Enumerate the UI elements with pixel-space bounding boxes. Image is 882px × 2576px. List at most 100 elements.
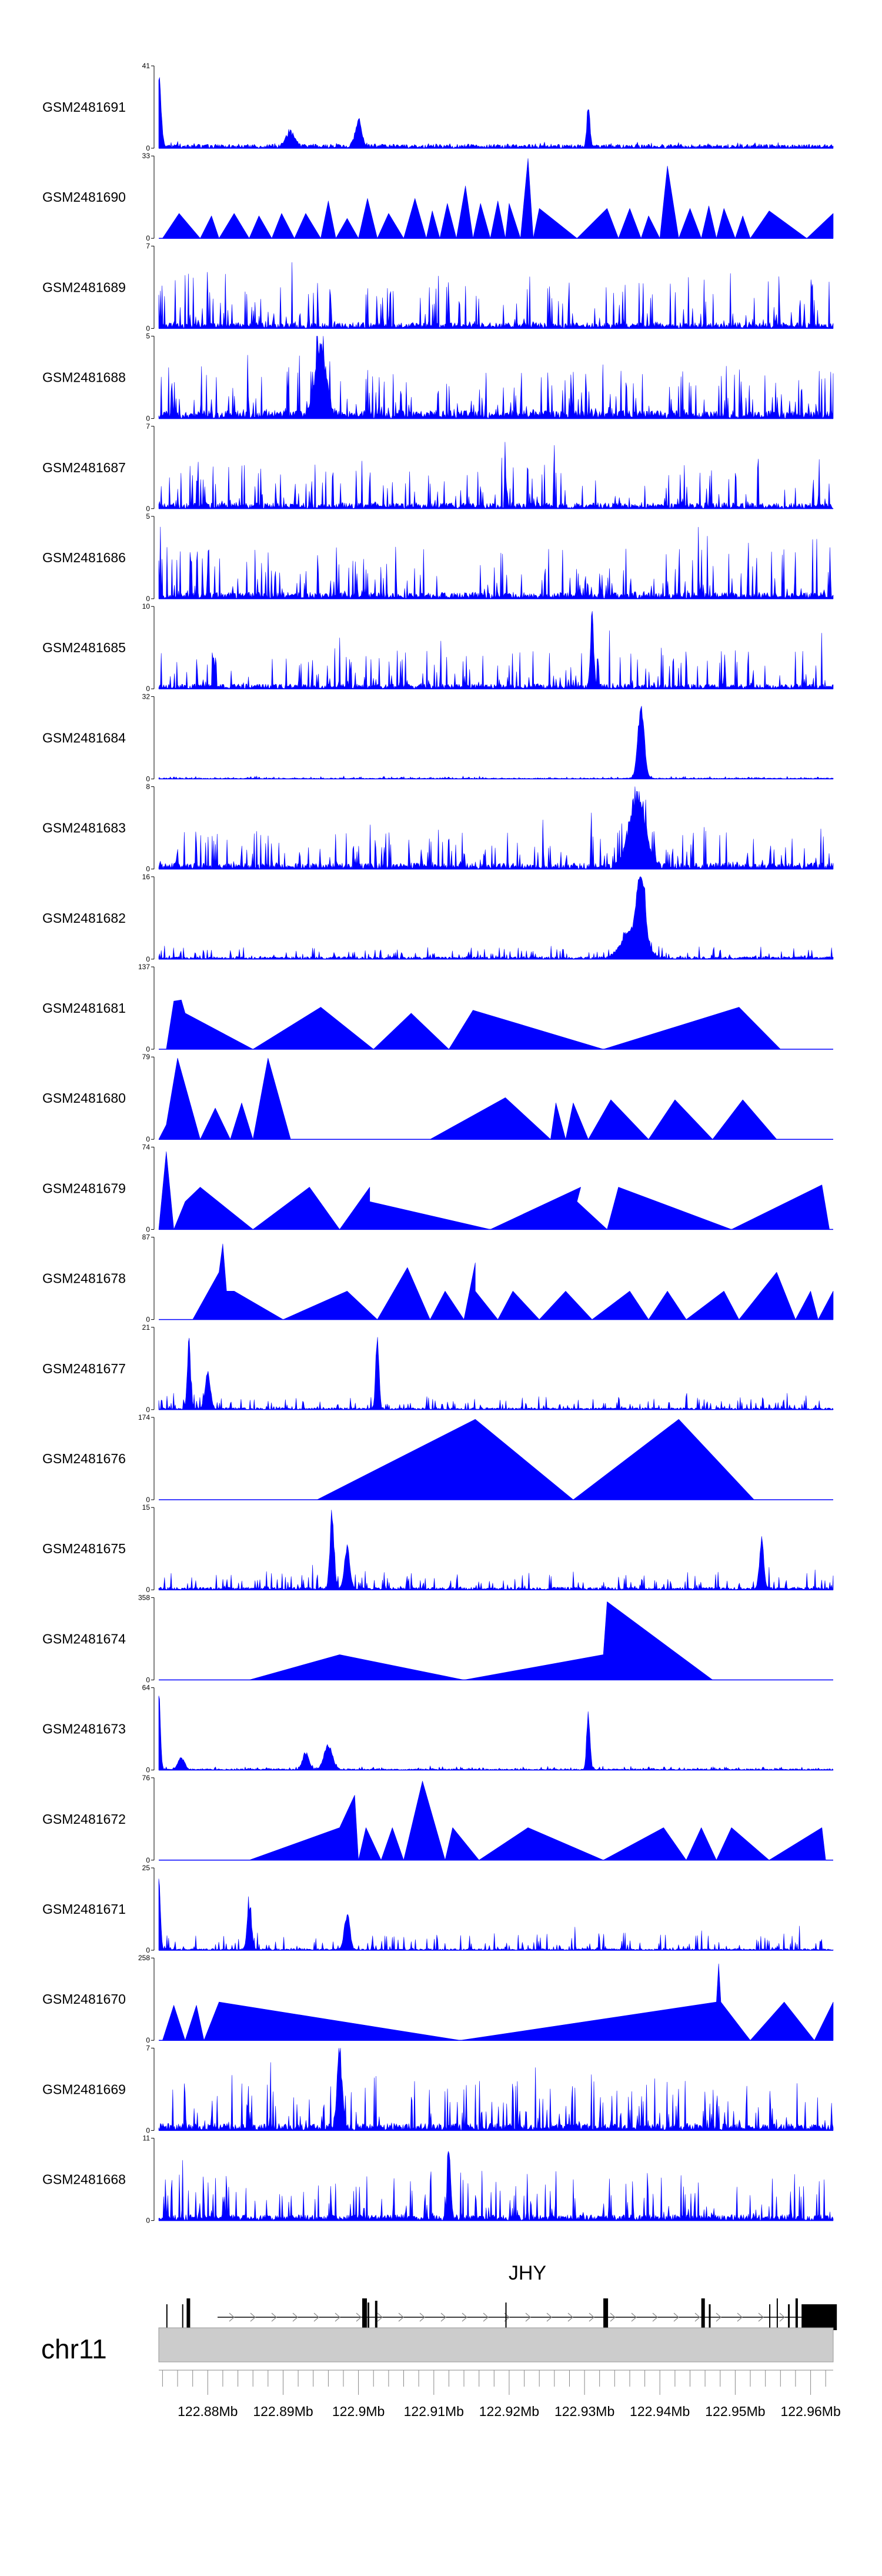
ideogram-bar [158,2327,834,2363]
track-GSM2481677: GSM2481677 21 0 [42,1323,834,1414]
strand-arrow [673,2313,679,2322]
track-label: GSM2481675 [42,1541,126,1556]
strand-arrow [779,2313,785,2322]
y-max-label: 7 [146,422,150,431]
y-max-label: 137 [138,963,150,971]
y-max-label: 41 [142,62,151,70]
genome-axis: 122.88Mb 122.89Mb 122.9Mb 122.91Mb 122.92Mb 1… [159,2370,841,2419]
gene-exon [801,2304,837,2330]
axis-tick-label: 122.95Mb [705,2404,765,2419]
track-GSM2481689: GSM2481689 7 0 [42,242,834,332]
coverage-tracks: GSM2481691410GSM2481690330GSM248168970GS… [42,62,834,2225]
strand-arrow [525,2313,531,2322]
gene-exon [603,2298,609,2336]
y-max-label: 11 [143,2134,151,2143]
y-min-label: 0 [146,1316,150,1324]
coverage-area [166,999,781,1050]
strand-arrow [313,2313,319,2322]
track-GSM2481679: GSM2481679 74 0 [42,1143,833,1233]
strand-arrow [271,2313,277,2322]
y-min-label: 0 [146,1045,150,1053]
track-GSM2481672: GSM2481672 76 0 [42,1774,833,1864]
track-label: GSM2481670 [42,1991,126,2007]
track-GSM2481680: GSM2481680 79 0 [42,1053,833,1143]
gene-exon [769,2304,771,2330]
track-GSM2481673: GSM2481673 64 0 [42,1684,834,1774]
y-min-label: 0 [146,595,150,603]
y-min-label: 0 [146,415,150,423]
strand-arrow [694,2313,700,2322]
y-max-label: 74 [142,1143,151,1151]
y-min-label: 0 [146,1676,150,1684]
y-min-label: 0 [146,955,150,963]
gene-exon [709,2304,711,2330]
gene-exon [368,2303,369,2332]
y-max-label: 76 [142,1774,151,1782]
coverage-area [316,1419,754,1500]
coverage-area [158,1337,834,1410]
strand-arrow [716,2313,721,2322]
coverage-area [158,706,834,779]
track-GSM2481678: GSM2481678 87 0 [42,1233,834,1324]
axis-tick-label: 122.91Mb [404,2404,464,2419]
coverage-area [158,1510,834,1590]
track-label: GSM2481669 [42,2081,126,2097]
gene-exon [795,2298,798,2336]
track-GSM2481671: GSM2481671 25 0 [42,1864,834,1954]
track-GSM2481684: GSM2481684 32 0 [42,692,834,783]
y-max-label: 7 [146,2044,150,2052]
y-min-label: 0 [146,1406,150,1414]
y-max-label: 358 [138,1593,150,1601]
gene-exon [701,2298,705,2336]
y-max-label: 7 [146,242,150,250]
strand-arrow [356,2313,362,2322]
coverage-area [158,336,834,419]
coverage-area [158,442,834,509]
gene-exon [505,2303,507,2332]
coverage-area [158,876,834,960]
strand-arrow [546,2313,552,2322]
y-max-label: 25 [142,1864,151,1872]
track-GSM2481676: GSM2481676 174 0 [42,1413,833,1504]
y-max-label: 5 [146,332,150,341]
strand-arrow [758,2313,764,2322]
strand-arrow [567,2313,573,2322]
gene-exon [776,2298,778,2336]
coverage-area [158,786,834,869]
track-label: GSM2481671 [42,1901,126,1917]
strand-arrow [335,2313,340,2322]
y-min-label: 0 [146,2217,150,2225]
strand-arrow [250,2313,256,2322]
track-label: GSM2481678 [42,1271,126,1286]
coverage-area [158,77,834,149]
gene-exon [182,2304,183,2330]
coverage-area [158,2151,834,2221]
coverage-area [158,611,834,689]
y-max-label: 174 [138,1413,150,1422]
axis-tick-label: 122.94Mb [630,2404,690,2419]
y-max-label: 258 [138,1954,150,1962]
axis-tick-label: 122.96Mb [780,2404,840,2419]
y-min-label: 0 [146,1766,150,1774]
y-min-label: 0 [146,1135,150,1143]
y-min-label: 0 [146,1946,150,1954]
track-GSM2481686: GSM2481686 5 0 [42,512,834,603]
y-min-label: 0 [146,685,150,693]
y-max-label: 8 [146,783,150,791]
coverage-area [158,1151,830,1230]
strand-arrow [610,2313,616,2322]
coverage-area [158,526,834,599]
track-label: GSM2481672 [42,1811,126,1827]
axis-tick-label: 122.93Mb [554,2404,614,2419]
y-max-label: 5 [146,512,150,520]
coverage-area [158,1878,834,1951]
strand-arrow [229,2313,235,2322]
coverage-area [192,1243,834,1320]
track-GSM2481688: GSM2481688 5 0 [42,332,834,423]
strand-arrow [631,2313,637,2322]
strand-arrow [462,2313,467,2322]
coverage-area [158,1057,777,1140]
strand-arrow [292,2313,298,2322]
y-min-label: 0 [146,324,150,332]
